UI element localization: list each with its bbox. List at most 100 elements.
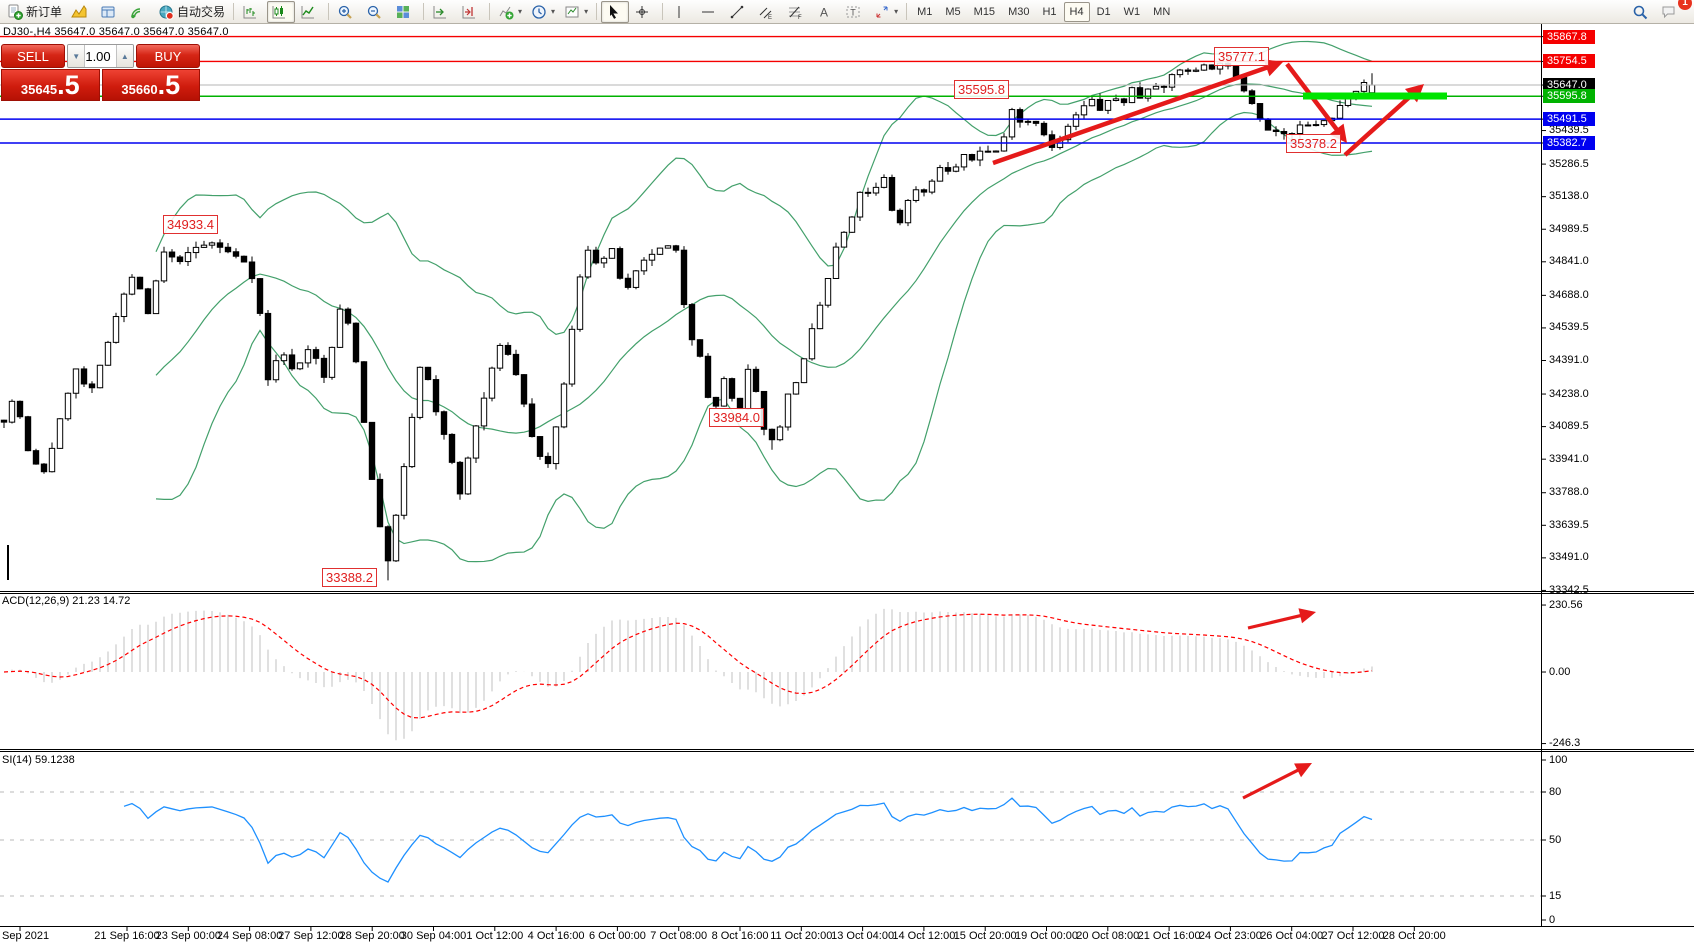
- timeframe-mn-button[interactable]: MN: [1153, 5, 1171, 18]
- time-axis-label: 7 Oct 08:00: [650, 930, 708, 942]
- arrows-tool-button[interactable]: ▾: [870, 1, 902, 23]
- data-window-button[interactable]: [96, 1, 124, 23]
- fibonacci-icon: F: [789, 6, 802, 20]
- cursor-button[interactable]: [601, 0, 630, 23]
- volume-up-icon: ▲: [120, 51, 129, 61]
- price-annotation-box[interactable]: 35378.2: [1286, 134, 1341, 153]
- svg-text:E: E: [768, 15, 772, 20]
- price-axis-tick: 33941.0: [1549, 452, 1589, 465]
- price-annotation-box[interactable]: 33388.2: [322, 568, 377, 587]
- macd-axis-tick: 0.00: [1549, 665, 1571, 678]
- price-annotation-box[interactable]: 35595.8: [954, 80, 1009, 99]
- candlestick-chart-button[interactable]: [267, 0, 296, 23]
- text-button[interactable]: A: [812, 1, 840, 23]
- equidistant-channel-icon: E: [759, 7, 772, 20]
- sell-button[interactable]: SELL: [1, 44, 65, 68]
- volume-decrease-button[interactable]: ▼: [68, 45, 86, 67]
- price-axis-tick: 33788.0: [1549, 486, 1589, 499]
- price-axis-tick: 34841.0: [1549, 255, 1589, 268]
- time-axis-label: 8 Oct 16:00: [711, 930, 769, 942]
- price-axis-tick: 34089.5: [1549, 420, 1589, 433]
- toolbar-separator: [662, 3, 664, 20]
- market-watch-button[interactable]: [67, 1, 95, 23]
- vertical-line-button[interactable]: [667, 1, 695, 23]
- volume-input[interactable]: 1.00: [85, 45, 116, 67]
- market-watch-icon: [71, 4, 87, 17]
- zoom-in-button[interactable]: [333, 1, 361, 23]
- timeframe-w1-button[interactable]: W1: [1123, 5, 1141, 18]
- time-axis-label: 30 Sep 04:00: [400, 930, 467, 942]
- timeframe-h4-button[interactable]: H4: [1063, 1, 1090, 22]
- search-button[interactable]: [1628, 1, 1656, 23]
- price-axis-badge: 35754.5: [1543, 54, 1595, 69]
- sell-price[interactable]: 35645.5: [1, 69, 100, 101]
- templates-button[interactable]: ▾: [560, 1, 592, 23]
- zoom-out-button[interactable]: [362, 1, 390, 23]
- price-axis-tick: 34688.0: [1549, 288, 1589, 301]
- timeframe-m5-button[interactable]: M5: [945, 5, 961, 18]
- toolbar-separator: [489, 3, 491, 20]
- time-axis-label: 28 Sep 20:00: [339, 930, 405, 942]
- chevron-down-icon: ▾: [551, 7, 556, 16]
- chevron-down-icon: ▾: [584, 7, 589, 16]
- bar-chart-button[interactable]: [238, 1, 266, 23]
- auto-trading-label: 自动交易: [177, 5, 226, 19]
- auto-trading-button[interactable]: 自动交易: [154, 1, 229, 23]
- volume-down-icon: ▼: [72, 51, 81, 61]
- notifications-button[interactable]: 1: [1657, 0, 1692, 23]
- chevron-down-icon: ▾: [894, 7, 899, 16]
- auto-scroll-icon: [433, 5, 447, 18]
- price-axis-tick: 34989.5: [1549, 222, 1589, 235]
- volume-increase-button[interactable]: ▲: [115, 45, 133, 67]
- trend-line-button[interactable]: [725, 1, 753, 23]
- new-order-icon: [8, 4, 23, 20]
- line-chart-button[interactable]: [296, 1, 324, 23]
- vertical-line-icon: [678, 5, 680, 18]
- toolbar: 新订单 自动交易 ▾ ▾ ▾ E F A T ▾ M1 M5 M15 M30 H1 H4 D1 W1 MN 1: [0, 0, 1694, 24]
- signals-button[interactable]: [125, 1, 153, 23]
- price-axis-badge: 35647.0: [1543, 78, 1595, 93]
- horizontal-line-button[interactable]: [696, 1, 724, 23]
- price-annotation-box[interactable]: 34933.4: [163, 215, 218, 234]
- time-axis-label: 20 Oct 08:00: [1076, 930, 1140, 942]
- rsi-axis-tick: 50: [1549, 833, 1562, 846]
- chart-shift-button[interactable]: [457, 1, 485, 23]
- volume-stepper[interactable]: ▼ 1.00 ▲: [67, 44, 134, 68]
- time-axis-label: 27 Sep 12:00: [278, 930, 344, 942]
- indicators-button[interactable]: ▾: [494, 1, 526, 23]
- chat-icon: [1662, 6, 1675, 18]
- fibonacci-button[interactable]: F: [783, 1, 811, 23]
- equidistant-channel-button[interactable]: E: [754, 1, 782, 23]
- buy-price-main: 35660: [121, 82, 158, 97]
- price-axis-tick: 33342.5: [1549, 583, 1589, 596]
- timeframe-m15-button[interactable]: M15: [973, 5, 996, 18]
- time-axis-label: 24 Sep 08:00: [216, 930, 283, 942]
- toolbar-separator: [906, 3, 908, 20]
- price-annotation-box[interactable]: 33984.0: [709, 408, 764, 427]
- crosshair-button[interactable]: [630, 1, 658, 23]
- timeframe-m1-button[interactable]: M1: [917, 5, 933, 18]
- sell-price-main: 35645: [20, 82, 58, 97]
- price-axis-badge: 35595.8: [1543, 89, 1595, 104]
- buy-button[interactable]: BUY: [136, 44, 200, 68]
- timeframe-m30-button[interactable]: M30: [1008, 5, 1030, 18]
- timeframe-h1-button[interactable]: H1: [1042, 5, 1057, 18]
- buy-price[interactable]: 35660.5: [101, 69, 200, 101]
- timeframe-d1-button[interactable]: D1: [1096, 5, 1111, 18]
- text-label-button[interactable]: T: [841, 1, 869, 23]
- new-order-button[interactable]: 新订单: [3, 1, 66, 23]
- auto-scroll-button[interactable]: [428, 1, 456, 23]
- chart-title: DJ30-,H4 35647.0 35647.0 35647.0 35647.0: [3, 26, 229, 38]
- periods-button[interactable]: ▾: [527, 1, 559, 23]
- line-chart-icon: [301, 5, 315, 18]
- time-axis-label: 6 Oct 00:00: [588, 930, 646, 942]
- price-annotation-box[interactable]: 35777.1: [1214, 47, 1269, 66]
- text-label-icon: T: [846, 6, 860, 17]
- time-axis-label: 26 Oct 04:00: [1260, 930, 1324, 942]
- macd-indicator-label: ACD(12,26,9) 21.23 14.72: [2, 595, 131, 607]
- tile-windows-button[interactable]: [391, 1, 419, 23]
- crosshair-icon: [636, 5, 649, 18]
- bar-chart-icon: [243, 5, 257, 18]
